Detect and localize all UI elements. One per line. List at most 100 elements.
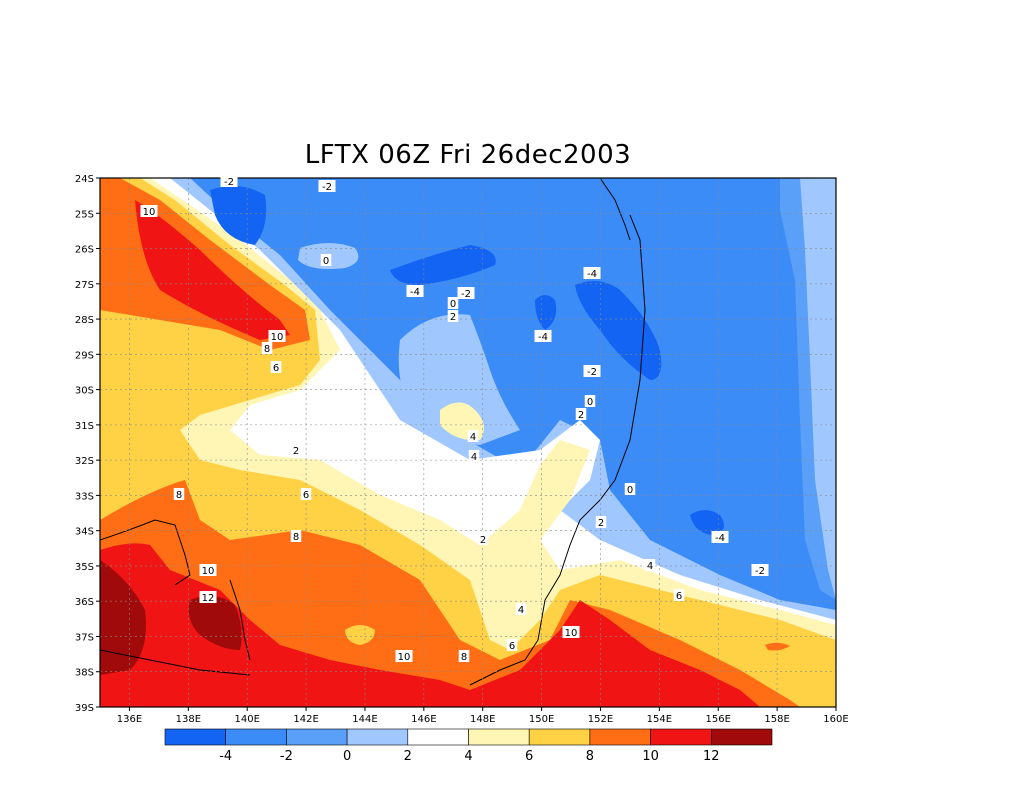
contour-label: -4: [538, 332, 548, 343]
contour-label-bg: [199, 591, 217, 603]
colorbar-segment: [589, 728, 651, 746]
lon-tick-label: 158E: [764, 714, 789, 725]
contour-label-bg: [290, 444, 302, 456]
contour-label: -2: [322, 182, 332, 193]
contour-label-bg: [562, 626, 580, 638]
lon-tick-label: 156E: [706, 714, 731, 725]
colorbar-segment: [346, 728, 409, 746]
lon-tick-label: 154E: [647, 714, 672, 725]
lat-tick-label: 27S: [75, 280, 94, 291]
colorbar-segment: [407, 728, 469, 746]
lat-tick-label: 28S: [75, 315, 94, 326]
contour-label: 4: [518, 605, 524, 616]
colorbar-label: 4: [464, 749, 472, 764]
lat-tick-label: 37S: [75, 632, 94, 643]
contour-label: -2: [461, 289, 471, 300]
contour-label-bg: [300, 488, 312, 500]
colorbar-label: 8: [586, 749, 594, 764]
lat-tick-label: 30S: [75, 386, 94, 397]
lon-tick-label: 146E: [411, 714, 436, 725]
lon-tick-label: 152E: [588, 714, 613, 725]
contour-label: 8: [176, 490, 182, 501]
colorbar-label: 0: [343, 749, 351, 764]
contour-label: -2: [587, 367, 597, 378]
contour-label: 0: [587, 397, 593, 408]
colorbar-segment: [225, 728, 287, 746]
contour-label-bg: [457, 287, 475, 299]
contour-label: 10: [271, 332, 284, 343]
lon-tick-label: 136E: [117, 714, 142, 725]
contour-label-bg: [534, 330, 552, 342]
contour-label-bg: [711, 531, 729, 543]
colorbar-segment: [286, 728, 348, 746]
contour-label: -4: [587, 269, 597, 280]
contour-label: -4: [410, 287, 420, 298]
contour-label: 6: [676, 591, 682, 602]
contour-label: -4: [715, 533, 725, 544]
contour-label-bg: [515, 603, 527, 615]
lon-tick-label: 138E: [176, 714, 201, 725]
contour-label: 4: [471, 452, 477, 463]
contour-label-bg: [584, 395, 596, 407]
contour-label: 10: [565, 628, 578, 639]
lftx-field: [100, 178, 836, 707]
lon-axis: 136E 138E 140E 142E 144E 146E 148E 150E 152E 154E…: [117, 707, 849, 725]
grid-lines: [100, 178, 836, 707]
contour-label-bg: [583, 267, 601, 279]
plot-frame: [99, 177, 837, 708]
contour-label: 0: [450, 299, 456, 310]
lat-tick-label: 33S: [75, 491, 94, 502]
contour-label: 4: [470, 432, 476, 443]
lat-tick-label: 35S: [75, 562, 94, 573]
contour-label: 2: [598, 518, 604, 529]
contour-label: -2: [755, 566, 765, 577]
contour-label: 10: [398, 652, 411, 663]
colorbar-label: 2: [404, 749, 412, 764]
lat-tick-label: 31S: [75, 421, 94, 432]
contour-label: 6: [509, 641, 515, 652]
lat-tick-label: 32S: [75, 456, 94, 467]
contour-label: 2: [578, 410, 584, 421]
contour-label: 6: [303, 490, 309, 501]
contour-label-bg: [173, 488, 185, 500]
contour-label-bg: [140, 205, 158, 217]
lon-tick-label: 142E: [293, 714, 318, 725]
lon-tick-label: 144E: [352, 714, 377, 725]
lat-tick-label: 34S: [75, 527, 94, 538]
contour-label-bg: [406, 285, 424, 297]
contour-label-bg: [583, 365, 601, 377]
lat-tick-label: 24S: [75, 174, 94, 185]
contour-label: 4: [647, 561, 653, 572]
contour-label: 2: [450, 312, 456, 323]
contour-label-bg: [477, 533, 489, 545]
contour-label-bg: [624, 483, 636, 495]
contour-label-bg: [199, 564, 217, 576]
contour-label-bg: [268, 330, 286, 342]
contour-label: 8: [264, 344, 270, 355]
lon-tick-label: 148E: [470, 714, 495, 725]
colorbar-label: -2: [280, 749, 293, 764]
contour-label-bg: [506, 639, 518, 651]
colorbar-label: -4: [219, 749, 232, 764]
lat-tick-label: 39S: [75, 703, 94, 714]
colorbar-segment: [650, 728, 712, 746]
contour-label-bg: [220, 175, 238, 187]
contour-label: 6: [273, 363, 279, 374]
lat-tick-label: 29S: [75, 350, 94, 361]
lat-tick-label: 38S: [75, 668, 94, 679]
contour-label-bg: [644, 559, 656, 571]
contour-label-bg: [290, 530, 302, 542]
contour-label: 0: [323, 256, 329, 267]
plot-title: LFTX 06Z Fri 26dec2003: [304, 140, 632, 170]
lon-tick-label: 140E: [234, 714, 259, 725]
lon-tick-label: 160E: [823, 714, 848, 725]
contour-label: 10: [143, 207, 156, 218]
contour-label-bg: [320, 254, 332, 266]
contour-label: 8: [461, 652, 467, 663]
colorbar-segment: [468, 728, 530, 746]
lat-tick-label: 36S: [75, 597, 94, 608]
colorbar-segment: [710, 728, 773, 746]
contour-label-bg: [751, 564, 769, 576]
